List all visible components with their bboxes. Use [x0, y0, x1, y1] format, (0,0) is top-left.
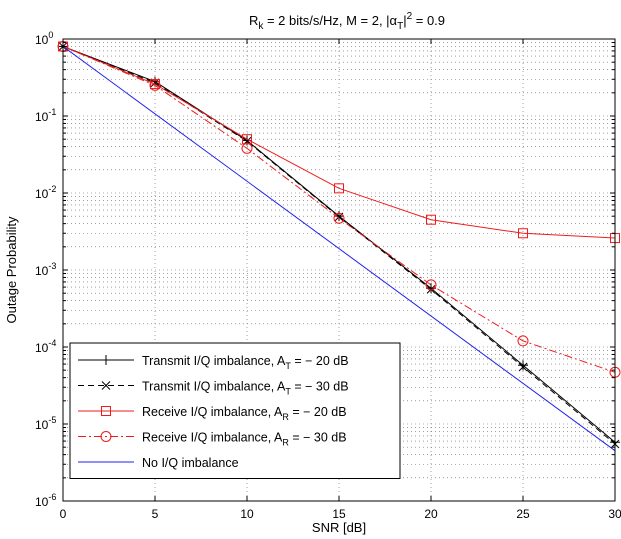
y-tick-label: 10-6	[35, 492, 56, 509]
legend-entry-4: Receive I/Q imbalance, AR = − 30 dB	[78, 431, 347, 448]
x-tick-label: 20	[424, 507, 438, 521]
x-axis-label: SNR [dB]	[312, 520, 366, 535]
series-5-line	[62, 46, 616, 452]
x-tick-label: 15	[332, 507, 346, 521]
series-4-point	[241, 142, 253, 154]
ticks	[62, 38, 616, 502]
y-tick-label: 10-4	[35, 338, 56, 355]
series-3-point	[518, 228, 528, 239]
series-4-point	[425, 279, 437, 291]
legend-label: Receive I/Q imbalance, AR = − 30 dB	[142, 431, 347, 448]
series-4-line	[62, 45, 616, 373]
legend-entry-5: No I/Q imbalance	[78, 456, 239, 470]
x-tick-labels: 0 5 10 15 20 25 30	[60, 507, 621, 521]
legend-marker-sample	[101, 381, 111, 390]
y-tick-label: 10-1	[35, 107, 56, 124]
y-axis-label: Outage Probability	[4, 216, 19, 323]
legend-entry-2: Transmit I/Q imbalance, AT = − 30 dB	[78, 380, 349, 397]
series-4-point	[149, 79, 161, 91]
series-4-point	[517, 335, 529, 347]
legend-label: Transmit I/Q imbalance, AT = − 30 dB	[142, 380, 349, 397]
legend-marker-sample	[100, 431, 112, 442]
series-3-point	[334, 183, 344, 194]
x-tick-label: 10	[240, 507, 254, 521]
x-tick-label: 0	[60, 507, 67, 521]
y-tick-labels: 10-6 10-5 10-4 10-3 10-2 10-1 100	[35, 30, 56, 509]
series-3-point	[426, 214, 436, 225]
legend-entry-1: Transmit I/Q imbalance, AT = − 20 dB	[78, 354, 349, 371]
y-tick-label: 100	[35, 30, 53, 47]
y-tick-label: 10-2	[35, 184, 56, 201]
legend-label: Receive I/Q imbalance, AR = − 20 dB	[142, 405, 347, 422]
series-5	[62, 46, 616, 452]
series-2-point	[518, 362, 528, 372]
x-tick-label: 5	[152, 507, 159, 521]
x-tick-label: 25	[516, 507, 530, 521]
y-tick-label: 10-3	[35, 261, 56, 278]
legend-label: Transmit I/Q imbalance, AT = − 20 dB	[142, 354, 349, 371]
legend-label: No I/Q imbalance	[142, 456, 239, 470]
series-3-line	[62, 45, 616, 239]
x-tick-label: 30	[608, 507, 621, 521]
chart-title: Rk = 2 bits/s/Hz, M = 2, |αT|2 = 0.9	[249, 11, 445, 32]
series-2-point	[150, 78, 160, 88]
y-tick-label: 10-5	[35, 415, 56, 432]
legend-entry-3: Receive I/Q imbalance, AR = − 20 dB	[78, 405, 347, 422]
series-layer	[57, 40, 621, 452]
series-4-point	[333, 212, 345, 224]
legend: Transmit I/Q imbalance, AT = − 20 dB Tran…	[69, 342, 401, 479]
legend-marker-sample	[101, 406, 111, 416]
